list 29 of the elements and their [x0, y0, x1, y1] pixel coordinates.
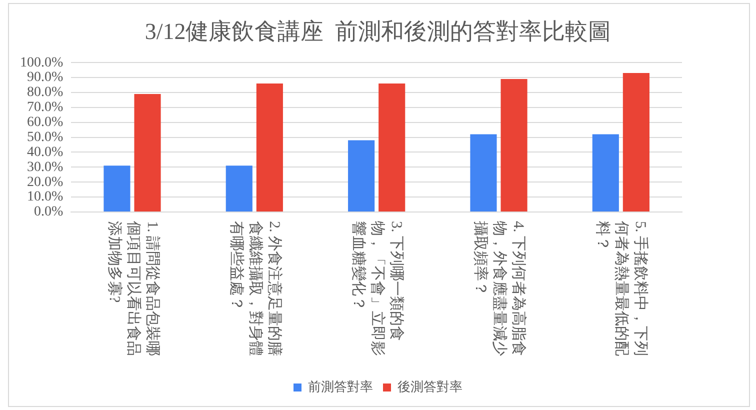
bar	[470, 134, 497, 212]
bar	[104, 166, 130, 212]
y-tick-label: 80.0%	[26, 85, 64, 100]
legend-label: 後測答對率	[398, 378, 462, 394]
bar	[622, 73, 650, 212]
y-tick-label: 10.0%	[26, 190, 64, 205]
bar	[348, 140, 375, 212]
y-tick-label: 50.0%	[26, 130, 64, 145]
bar	[226, 166, 252, 212]
x-tick-label: 1. 請問從食品包裝哪個項目可以看出食品添加物多寡?	[104, 221, 161, 358]
x-tick-label: 5. 手搖飲料中，下列何者為熱量最低的配料？	[593, 221, 650, 358]
y-tick-label: 100.0%	[20, 55, 64, 70]
y-tick-label: 20.0%	[26, 174, 64, 190]
y-tick-label: 60.0%	[26, 115, 64, 130]
y-tick-label: 30.0%	[26, 160, 64, 175]
x-tick-label: 3. 下列哪一類的食物，「不會」立即影響血糖變化？	[349, 221, 406, 358]
y-tick-label: 70.0%	[26, 100, 64, 116]
x-tick-label: 4. 下列何者為高脂食物，外食應盡量減少攝取頻率？	[471, 221, 528, 358]
bar	[134, 94, 161, 212]
y-tick-label: 40.0%	[26, 144, 64, 160]
bar	[592, 134, 619, 212]
y-tick-label: 0.0%	[34, 204, 64, 220]
legend-label: 前測答對率	[308, 378, 373, 394]
x-tick-label: 2. 外食注意足量的膳食纖維攝取，對身體有哪些益處？	[226, 221, 283, 358]
y-tick-label: 90.0%	[26, 70, 64, 86]
bar	[500, 79, 528, 212]
chart-title: 3/12健康飲食講座 前測和後測的答對率比較圖	[144, 18, 612, 44]
bar	[378, 84, 406, 212]
bar	[256, 84, 283, 212]
